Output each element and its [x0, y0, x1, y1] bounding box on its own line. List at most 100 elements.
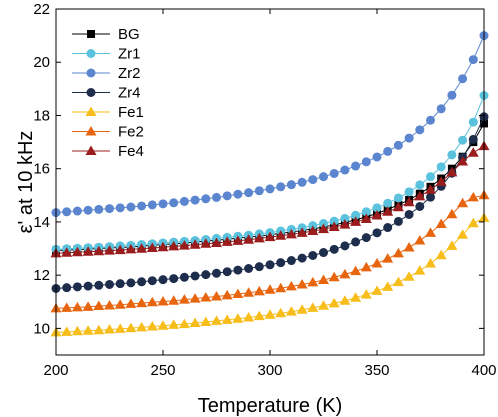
data-point	[157, 296, 169, 306]
data-point	[447, 150, 457, 160]
data-point	[146, 242, 158, 253]
data-point	[446, 240, 458, 250]
x-tick-label: 200	[43, 362, 68, 379]
data-point	[94, 280, 104, 290]
data-point	[340, 241, 350, 251]
data-point	[307, 302, 319, 312]
data-point	[125, 322, 137, 333]
data-point	[383, 223, 393, 233]
data-point	[371, 285, 383, 295]
data-point	[350, 216, 362, 226]
data-point	[403, 271, 415, 281]
data-point	[404, 133, 414, 143]
data-point	[244, 188, 254, 198]
data-point	[382, 253, 394, 263]
data-point	[351, 161, 361, 171]
data-point	[179, 196, 189, 206]
legend-marker	[86, 68, 96, 78]
data-point	[329, 216, 339, 226]
data-point	[189, 293, 201, 303]
data-point	[382, 281, 394, 291]
data-point	[458, 74, 468, 84]
data-point	[244, 264, 254, 273]
data-point	[436, 162, 446, 172]
data-point	[115, 279, 125, 289]
data-point	[426, 192, 435, 202]
y-tick-label: 20	[33, 54, 50, 71]
data-point	[136, 243, 148, 253]
data-point	[221, 289, 233, 300]
series-zr1	[51, 91, 489, 254]
data-point	[415, 201, 425, 211]
legend-marker	[85, 126, 97, 136]
data-point	[360, 261, 372, 272]
data-point	[232, 235, 244, 245]
legend-label: Zr4	[118, 85, 141, 102]
data-point	[93, 324, 105, 335]
data-point	[104, 245, 115, 255]
data-point	[168, 295, 180, 305]
data-point	[403, 196, 415, 207]
data-point	[126, 278, 136, 288]
data-point	[351, 210, 361, 220]
legend-label: Fe1	[118, 104, 144, 121]
data-point	[404, 187, 414, 197]
y-tick-label: 18	[33, 107, 50, 124]
data-point	[351, 237, 361, 247]
data-point	[425, 184, 436, 194]
data-point	[308, 250, 318, 260]
data-point	[393, 216, 403, 226]
legend-marker	[87, 30, 95, 38]
data-point	[307, 225, 319, 235]
data-point	[72, 206, 82, 216]
data-point	[318, 274, 329, 284]
data-point	[415, 180, 425, 190]
data-point	[200, 316, 212, 326]
data-point	[264, 309, 276, 319]
data-point	[94, 204, 104, 214]
data-point	[275, 230, 287, 240]
data-point	[361, 157, 371, 167]
data-point	[82, 325, 94, 335]
data-point	[319, 248, 328, 258]
data-point	[329, 168, 339, 178]
data-point	[393, 140, 403, 150]
data-point	[361, 207, 371, 217]
data-point	[61, 247, 73, 257]
data-point	[318, 223, 329, 234]
legend-label: BG	[118, 26, 140, 43]
data-point	[297, 177, 307, 187]
data-point	[404, 209, 414, 219]
data-point	[392, 247, 404, 258]
x-tick-label: 300	[257, 362, 282, 379]
y-axis-label: ε' at 10 kHz	[15, 131, 37, 234]
data-point	[372, 228, 382, 238]
data-point	[72, 282, 82, 292]
data-point	[446, 208, 458, 219]
legend: BG Zr1 Zr2 Zr4 Fe1 Fe2 Fe4	[72, 26, 144, 160]
data-point	[339, 219, 351, 229]
legend-item-fe2: Fe2	[72, 124, 144, 141]
data-point	[425, 257, 436, 268]
legend-item-zr1: Zr1	[72, 46, 141, 63]
data-point	[329, 244, 339, 254]
data-point	[211, 315, 222, 325]
data-point	[82, 301, 94, 311]
data-point	[468, 134, 478, 144]
data-point	[296, 304, 308, 314]
data-point	[168, 240, 180, 251]
data-point	[179, 272, 189, 282]
x-tick-label: 400	[471, 362, 496, 379]
data-point	[146, 296, 158, 307]
data-point	[371, 257, 383, 268]
data-point	[467, 191, 479, 202]
data-point	[392, 201, 404, 212]
data-point	[296, 227, 308, 237]
data-point	[232, 313, 244, 323]
data-point	[435, 249, 447, 260]
data-point	[264, 231, 276, 242]
data-point	[201, 270, 211, 280]
data-point	[158, 199, 168, 209]
data-point	[339, 295, 351, 305]
y-tick-label: 10	[33, 320, 50, 337]
